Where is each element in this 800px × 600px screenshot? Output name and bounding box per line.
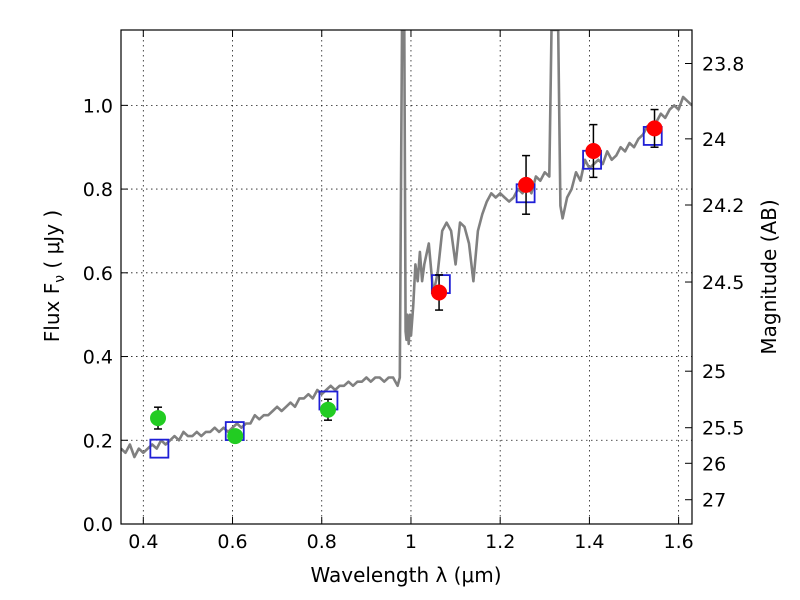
y-axis-label-unit: ( μJy ) (40, 210, 64, 275)
observed-point-layer (150, 120, 663, 445)
y-tick-label: 0.0 (83, 514, 113, 536)
right-tick-labels: 23.8 24 24.2 24.5 25 25.5 26 27 (702, 53, 744, 511)
observed-point-red (585, 142, 602, 159)
right-tick-label: 27 (702, 490, 726, 512)
spectrum-line (121, 30, 692, 459)
right-tick-label: 24.2 (702, 195, 744, 217)
right-tick-label: 25.5 (702, 418, 744, 440)
x-axis-label: Wavelength λ (μm) (310, 563, 501, 587)
right-tick-label: 26 (702, 453, 726, 475)
x-tick-labels: 0.4 0.6 0.8 1 1.2 1.4 1.6 (128, 531, 694, 553)
right-tick-label: 25 (702, 361, 726, 383)
y-tick-label: 0.2 (83, 430, 113, 452)
plot-frame (120, 29, 693, 525)
y-axis-label: Flux Fν ( μJy ) (40, 210, 68, 342)
tick-marks (121, 30, 692, 525)
observed-point-green (150, 410, 167, 427)
observed-point-red (518, 176, 535, 193)
x-tick-label: 1 (405, 531, 417, 553)
spectrum-layer (121, 30, 692, 459)
y-axis-label-subscript: ν (52, 275, 68, 283)
x-tick-label: 0.4 (128, 531, 158, 553)
observed-point-red (646, 120, 663, 137)
plot-area (121, 30, 692, 459)
x-tick-label: 1.6 (664, 531, 694, 553)
x-tick-label: 1.2 (485, 531, 515, 553)
y-tick-label: 0.4 (83, 347, 113, 369)
model-square (149, 438, 170, 459)
right-tick-label: 24 (702, 129, 726, 151)
y-tick-label: 1.0 (83, 95, 113, 117)
x-tick-label: 0.8 (307, 531, 337, 553)
observed-point-green (227, 428, 244, 445)
observed-point-red (431, 284, 448, 301)
y-tick-label: 0.6 (83, 263, 113, 285)
y-tick-label: 0.8 (83, 179, 113, 201)
observed-point-green (319, 401, 336, 418)
y-tick-labels: 0.0 0.2 0.4 0.6 0.8 1.0 (83, 95, 113, 536)
y-axis-label-main: Flux F (40, 283, 64, 342)
x-tick-label: 1.4 (574, 531, 604, 553)
right-axis-label: Magnitude (AB) (757, 199, 781, 354)
right-tick-label: 23.8 (702, 53, 744, 75)
x-tick-label: 0.6 (217, 531, 247, 553)
right-tick-label: 24.5 (702, 272, 744, 294)
